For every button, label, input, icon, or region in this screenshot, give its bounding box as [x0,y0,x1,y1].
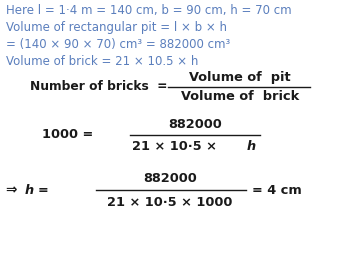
Text: h: h [247,140,256,153]
Text: 882000: 882000 [168,117,222,130]
Text: Here l = 1·4 m = 140 cm, b = 90 cm, h = 70 cm: Here l = 1·4 m = 140 cm, b = 90 cm, h = … [6,4,292,17]
Text: ⇒: ⇒ [5,183,16,197]
Text: 882000: 882000 [143,173,197,186]
Text: Volume of rectangular pit = l × b × h: Volume of rectangular pit = l × b × h [6,21,227,34]
Text: 21 × 10·5 × 1000: 21 × 10·5 × 1000 [107,196,233,209]
Text: Volume of  brick: Volume of brick [181,91,299,104]
Text: 21 × 10·5 ×: 21 × 10·5 × [132,140,221,153]
Text: Number of bricks  =: Number of bricks = [30,81,167,94]
Text: = 4 cm: = 4 cm [252,183,302,196]
Text: Volume of  pit: Volume of pit [189,71,291,83]
Text: h: h [25,183,34,196]
Text: = (140 × 90 × 70) cm³ = 882000 cm³: = (140 × 90 × 70) cm³ = 882000 cm³ [6,38,230,51]
Text: Volume of brick = 21 × 10.5 × h: Volume of brick = 21 × 10.5 × h [6,55,198,68]
Text: =: = [38,183,49,196]
Text: 1000 =: 1000 = [42,129,93,142]
